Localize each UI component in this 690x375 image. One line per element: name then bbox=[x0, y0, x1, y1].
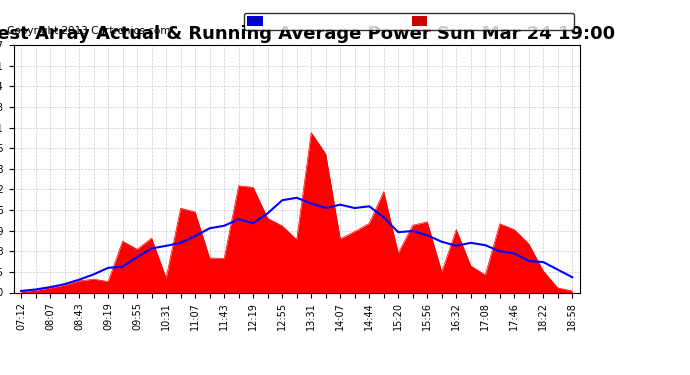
Title: West Array Actual & Running Average Power Sun Mar 24 19:00: West Array Actual & Running Average Powe… bbox=[0, 26, 615, 44]
Text: Copyright 2013 Cartronics.com: Copyright 2013 Cartronics.com bbox=[7, 26, 170, 36]
Legend: Average  (DC Watts), West Array  (DC Watts): Average (DC Watts), West Array (DC Watts… bbox=[244, 13, 574, 30]
